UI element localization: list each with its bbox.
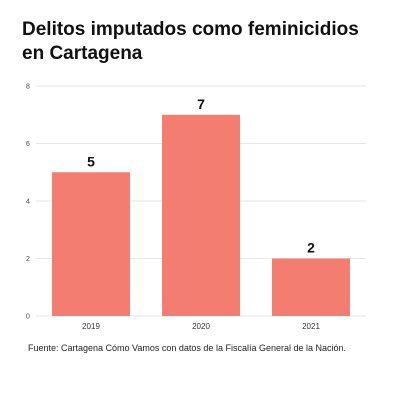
chart-title: Delitos imputados como feminicidios en C… [22, 19, 359, 64]
y-axis-ticks: 0 2 4 6 8 [26, 84, 30, 321]
data-label: 7 [197, 96, 205, 112]
bars [52, 114, 350, 316]
x-axis-ticks: 2019 2020 2021 [82, 322, 320, 331]
y-tick-label: 6 [26, 141, 30, 148]
y-tick-label: 8 [26, 84, 30, 91]
y-tick-label: 4 [26, 199, 30, 206]
bar [162, 114, 240, 316]
data-label: 2 [307, 240, 315, 256]
data-label: 5 [87, 153, 95, 169]
x-tick-label: 2020 [192, 322, 210, 331]
y-tick-label: 2 [26, 256, 30, 263]
x-tick-label: 2019 [82, 322, 100, 331]
data-labels: 5 7 2 [87, 96, 315, 256]
source-note: Fuente: Cartagena Cómo Vamos con datos d… [28, 343, 347, 353]
bar [52, 172, 130, 316]
y-tick-label: 0 [26, 314, 30, 321]
bar [272, 258, 350, 316]
x-tick-label: 2021 [302, 322, 320, 331]
